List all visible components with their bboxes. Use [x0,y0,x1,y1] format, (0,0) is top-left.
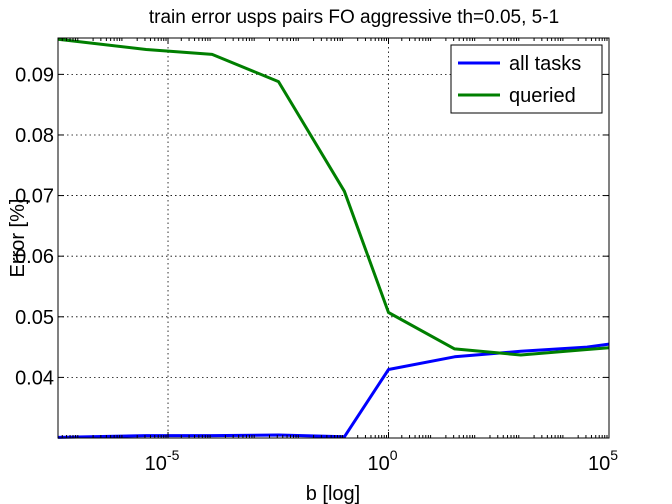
y-tick-label: 0.06 [15,246,54,268]
legend-label-all-tasks: all tasks [509,53,581,75]
series-line-all-tasks [57,342,610,439]
y-axis-label: Error [%] [7,199,29,278]
x-tick-labels: 10-5 100 105 [145,447,619,475]
x-tick-label: 100 [367,447,397,475]
y-tick-label: 0.04 [15,367,54,389]
y-tick-label: 0.07 [15,186,54,208]
axis-ticks [58,38,610,438]
y-tick-label: 0.08 [15,125,54,147]
plot-frame [57,37,610,439]
legend-box [450,44,603,114]
series-line-queried [57,37,610,357]
plot-series [57,37,610,439]
x-tick-label: 10-5 [145,447,180,475]
legend: all tasks queried [450,44,603,114]
x-axis-label: b [log] [306,483,360,504]
y-tick-label: 0.05 [15,307,54,329]
gridlines [58,38,609,438]
x-tick-label: 105 [588,447,618,475]
y-tick-labels: 0.04 0.05 0.06 0.07 0.08 0.09 [15,64,54,389]
legend-label-queried: queried [509,85,576,107]
chart-title: train error usps pairs FO aggressive th=… [149,7,559,28]
y-tick-label: 0.09 [15,64,54,86]
